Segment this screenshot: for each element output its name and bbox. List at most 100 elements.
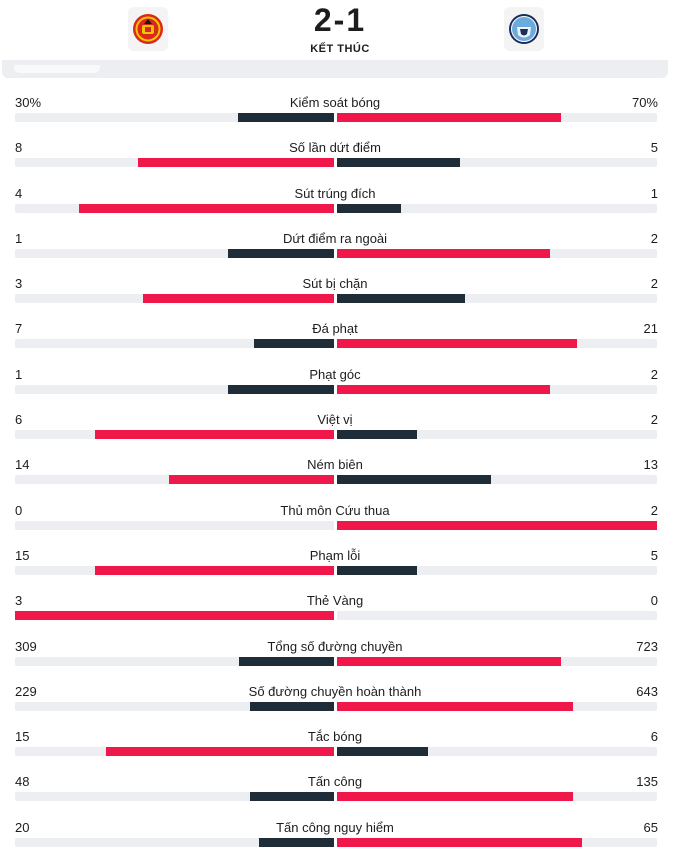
home-stat-value: 0 (15, 502, 23, 518)
stat-row: 4 Sút trúng đích 1 (0, 182, 680, 227)
home-stat-bar (142, 294, 334, 304)
away-stat-bar (337, 248, 551, 258)
stat-row: 6 Việt vị 2 (0, 408, 680, 453)
away-bar-track (337, 339, 657, 349)
away-bar-track (337, 565, 657, 575)
home-stat-bar (94, 565, 334, 575)
away-stat-bar (337, 837, 582, 847)
stat-label: Số đường chuyền hoàn thành (248, 683, 422, 699)
stat-row: 14 Ném biên 13 (0, 453, 680, 498)
away-stat-value: 135 (636, 774, 658, 790)
active-tab-indicator[interactable] (14, 65, 100, 73)
stat-row: 1 Dứt điểm ra ngoài 2 (0, 227, 680, 272)
stat-label: Thủ môn Cứu thua (280, 502, 390, 518)
away-stat-value: 2 (650, 276, 658, 292)
match-header: 2-1 KẾT THÚC (0, 0, 680, 80)
stat-row: 15 Tắc bóng 6 (0, 725, 680, 770)
home-bar-track (15, 113, 334, 122)
away-bar-track (337, 747, 657, 757)
home-bar-track (15, 339, 334, 349)
away-stat-value: 0 (650, 593, 658, 609)
home-bar-track (15, 203, 334, 213)
away-stat-bar (337, 430, 417, 440)
away-stat-value: 643 (636, 683, 658, 699)
stat-row: 3 Sút bị chặn 2 (0, 272, 680, 317)
home-stat-value: 1 (15, 230, 23, 246)
stat-row: 309 Tổng số đường chuyền 723 (0, 635, 680, 680)
away-bar-track (337, 384, 657, 394)
away-stat-bar (337, 747, 429, 757)
man-city-crest-icon (509, 14, 539, 44)
home-stat-bar (94, 430, 334, 440)
home-bar-track (15, 430, 334, 440)
away-stat-value: 13 (643, 457, 658, 473)
away-stat-value: 5 (650, 140, 658, 156)
stat-row: 30% Kiểm soát bóng 70% (0, 91, 680, 136)
away-stat-bar (337, 294, 465, 304)
home-stat-value: 48 (15, 774, 30, 790)
stat-label: Tổng số đường chuyền (267, 638, 403, 654)
away-stat-value: 723 (636, 638, 658, 654)
home-bar-track (15, 565, 334, 575)
home-stat-value: 1 (15, 366, 23, 382)
home-stat-bar (168, 475, 334, 485)
away-stat-value: 65 (643, 819, 658, 835)
away-stat-value: 2 (650, 230, 658, 246)
home-bar-track (15, 837, 334, 847)
home-stat-value: 20 (15, 819, 30, 835)
home-stat-bar (250, 701, 334, 711)
away-stat-bar (337, 158, 461, 168)
away-stat-bar (337, 475, 492, 485)
home-bar-track (15, 294, 334, 304)
home-stat-bar (254, 339, 334, 349)
home-bar-track (15, 747, 334, 757)
away-stat-value: 5 (650, 547, 658, 563)
home-stat-value: 8 (15, 140, 23, 156)
home-stat-value: 30% (15, 95, 42, 110)
away-bar-track (337, 837, 657, 847)
away-bar-track (337, 656, 657, 666)
home-stat-bar (106, 747, 334, 757)
away-stat-value: 2 (650, 502, 658, 518)
home-stat-value: 309 (15, 638, 37, 654)
home-team-logo[interactable] (128, 7, 168, 51)
home-stat-bar (250, 792, 334, 802)
stat-label: Việt vị (317, 412, 353, 428)
away-team-logo[interactable] (504, 7, 544, 51)
away-stat-bar (337, 565, 417, 575)
away-bar-track (337, 430, 657, 440)
home-bar-track (15, 656, 334, 666)
home-bar-track (15, 475, 334, 485)
home-stat-value: 6 (15, 412, 23, 428)
home-stat-bar (238, 656, 334, 666)
away-stat-value: 2 (650, 412, 658, 428)
away-stat-value: 70% (631, 95, 658, 110)
stat-row: 0 Thủ môn Cứu thua 2 (0, 499, 680, 544)
away-bar-track (337, 611, 657, 621)
stat-row: 3 Thẻ Vàng 0 (0, 589, 680, 634)
match-status: KẾT THÚC (310, 43, 370, 55)
man-utd-crest-icon (133, 14, 163, 44)
away-stat-bar (337, 520, 657, 530)
away-bar-track (337, 475, 657, 485)
away-stat-value: 1 (650, 185, 658, 201)
stat-row: 48 Tấn công 135 (0, 770, 680, 815)
home-stat-value: 15 (15, 547, 30, 563)
home-stat-bar (227, 248, 334, 258)
away-stat-bar (337, 792, 574, 802)
stat-label: Sút trúng đích (294, 185, 376, 201)
home-stat-value: 15 (15, 729, 30, 745)
home-bar-track (15, 158, 334, 168)
away-bar-track (337, 792, 657, 802)
stat-row: 20 Tấn công nguy hiểm 65 (0, 816, 680, 861)
away-stat-bar (337, 339, 577, 349)
stat-label: Tấn công nguy hiểm (276, 819, 394, 835)
away-stat-value: 21 (643, 321, 658, 337)
home-bar-track (15, 248, 334, 258)
tab-strip (2, 60, 668, 78)
stat-label: Thẻ Vàng (306, 593, 364, 609)
stat-row: 1 Phạt góc 2 (0, 363, 680, 408)
stat-label: Phạm lỗi (309, 547, 361, 563)
home-stat-value: 229 (15, 683, 37, 699)
home-stat-bar (238, 113, 334, 122)
